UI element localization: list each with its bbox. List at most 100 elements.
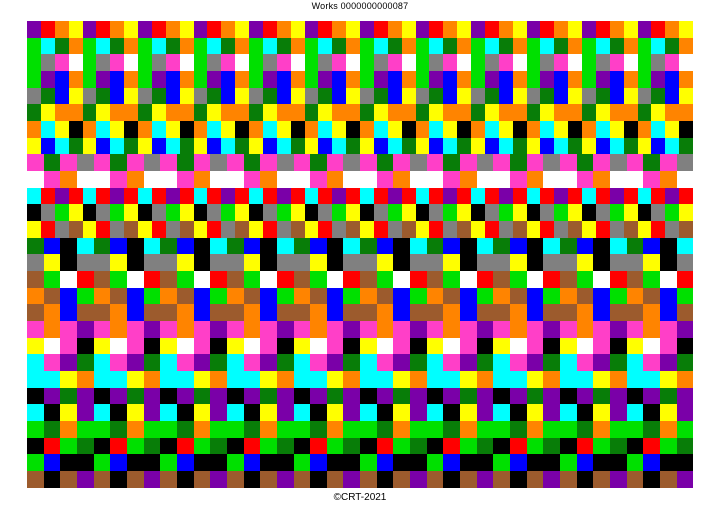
grid-cell <box>568 204 582 222</box>
grid-cell <box>626 437 644 455</box>
grid-cell <box>179 87 194 105</box>
grid-cell <box>60 454 77 472</box>
grid-cell <box>543 304 560 322</box>
grid-cell <box>510 354 527 372</box>
grid-cell <box>27 204 41 222</box>
grid-cell <box>526 404 544 422</box>
grid-cell <box>526 287 544 305</box>
grid-cell <box>576 421 594 438</box>
grid-cell <box>609 237 627 255</box>
grid-cell <box>415 54 430 72</box>
grid-cell <box>554 137 569 155</box>
grid-cell <box>493 371 511 388</box>
grid-cell <box>260 304 277 322</box>
grid-cell <box>360 321 377 338</box>
grid-cell <box>82 121 97 138</box>
grid-cell <box>54 104 69 122</box>
grid-cell <box>124 21 138 38</box>
grid-cell <box>484 104 499 122</box>
grid-cell <box>290 54 305 72</box>
grid-cell <box>260 387 277 405</box>
grid-cell <box>40 87 55 105</box>
grid-cell <box>476 437 494 455</box>
grid-cell <box>82 37 97 55</box>
grid-cell <box>443 154 461 172</box>
grid-cell <box>40 187 55 205</box>
grid-cell <box>595 137 610 155</box>
grid-cell <box>460 437 477 455</box>
artwork-title: Works 0000000000087 <box>311 1 409 11</box>
grid-cell <box>293 287 311 305</box>
grid-cell <box>609 321 627 338</box>
grid-cell <box>623 21 638 38</box>
grid-cell <box>126 437 144 455</box>
grid-cell <box>126 171 144 188</box>
grid-cell <box>582 104 596 122</box>
grid-cell <box>332 87 347 105</box>
grid-cell <box>360 354 377 372</box>
grid-cell <box>593 287 610 305</box>
grid-cell <box>68 187 83 205</box>
grid-cell <box>426 271 444 288</box>
grid-cell <box>96 187 111 205</box>
grid-cell <box>651 37 666 55</box>
grid-cell <box>582 137 596 155</box>
artwork-row <box>27 21 693 38</box>
grid-cell <box>110 187 125 205</box>
grid-cell <box>498 187 513 205</box>
grid-cell <box>293 387 311 405</box>
grid-cell <box>93 454 111 472</box>
grid-cell <box>210 287 227 305</box>
grid-cell <box>110 221 125 238</box>
grid-cell <box>193 37 208 55</box>
grid-cell <box>160 287 177 305</box>
grid-cell <box>68 204 83 222</box>
grid-cell <box>460 271 477 288</box>
grid-cell <box>143 387 161 405</box>
grid-cell <box>484 37 499 55</box>
grid-cell <box>60 304 77 322</box>
grid-cell <box>526 421 544 438</box>
grid-cell <box>343 321 361 338</box>
grid-cell <box>510 154 527 172</box>
grid-cell <box>96 87 111 105</box>
grid-cell <box>262 187 277 205</box>
grid-cell <box>376 471 394 488</box>
grid-cell <box>457 54 471 72</box>
grid-cell <box>659 387 677 405</box>
grid-cell <box>360 387 377 405</box>
grid-cell <box>637 121 652 138</box>
grid-cell <box>110 471 127 488</box>
grid-cell <box>540 221 555 238</box>
grid-cell <box>410 454 427 472</box>
grid-cell <box>318 87 333 105</box>
grid-cell <box>595 221 610 238</box>
grid-cell <box>221 104 236 122</box>
grid-cell <box>304 21 319 38</box>
grid-cell <box>76 237 94 255</box>
grid-cell <box>637 21 652 38</box>
grid-cell <box>623 54 638 72</box>
grid-cell <box>360 404 377 422</box>
grid-cell <box>235 21 249 38</box>
grid-cell <box>609 254 627 272</box>
grid-cell <box>643 454 660 472</box>
grid-cell <box>276 354 294 372</box>
grid-cell <box>387 71 402 88</box>
grid-cell <box>40 21 55 38</box>
grid-cell <box>235 204 249 222</box>
grid-cell <box>243 454 261 472</box>
grid-cell <box>443 21 458 38</box>
grid-cell <box>554 187 569 205</box>
grid-cell <box>582 121 596 138</box>
grid-cell <box>221 54 236 72</box>
grid-cell <box>460 237 477 255</box>
artwork-row <box>27 121 693 138</box>
grid-cell <box>60 154 77 172</box>
grid-cell <box>554 204 569 222</box>
grid-cell <box>429 21 444 38</box>
grid-cell <box>426 404 444 422</box>
grid-cell <box>593 154 610 172</box>
artwork-row <box>27 104 693 122</box>
grid-cell <box>318 71 333 88</box>
